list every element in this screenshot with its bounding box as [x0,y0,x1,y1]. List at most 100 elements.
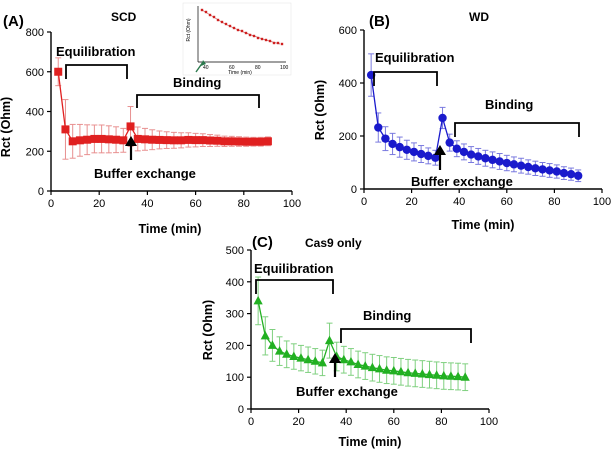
panel-b-binding-bracket [454,122,580,137]
panel-a-data-point [68,137,77,146]
panel-b-plot-area [366,53,583,183]
panel-a-equilibration-bracket [65,64,128,79]
panel-a-y-axis-label: Rct (Ohm) [0,97,13,157]
panel-b-title: WD [469,10,489,24]
panel-a-plot-area [54,57,272,160]
panel-a-buffer-exchange-label: Buffer exchange [94,166,196,181]
panel-a-arrowhead [125,136,137,146]
panel-b-data-point [566,169,576,179]
panel-b-data-point [374,123,383,132]
panel-c-data-point [346,356,356,366]
panel-c-data-point [267,340,278,349]
inset-x-label: Time (min) [228,70,252,76]
inset-data-point [268,39,272,43]
panel-c-y-axis-label: Rct (Ohm) [201,300,215,360]
panel-a-binding-label: Binding [173,75,221,90]
inset-data-point [204,10,208,14]
panel-c-data-point [439,370,449,380]
panel-b-data-point [459,147,469,157]
panel-b-data-point [516,161,526,170]
panel-b-y-tick-label: 0 [351,184,357,196]
panel-a-data-point [61,125,70,134]
panel-a-data-point [119,136,128,145]
panel-a-label: (A) [3,13,24,30]
inset-data-point [248,33,252,37]
inset-data-point [260,37,264,41]
panel-a-x-tick-label: 0 [48,198,54,210]
panel-a-data-point [213,136,222,145]
panel-a-data-point [242,137,251,146]
panel-b-x-tick-label: 100 [593,196,611,208]
panel-c-data-point [432,370,442,379]
panel-b-data-point [545,166,554,175]
inset-leader-arrowhead [201,60,206,66]
panel-a-data-point [140,135,149,144]
panel-a-x-tick-label: 80 [238,198,250,210]
inset-data-point [220,20,224,24]
inset-data-point [264,38,268,42]
panel-c-label: (C) [252,234,273,251]
panel-c-data-point [324,335,335,345]
panel-a-y-tick-label: 400 [26,107,44,119]
panel-a-data-point [169,136,178,145]
inset-x-tick-40: 40 [203,65,209,71]
panel-b-data-point [388,139,397,149]
panel-b-data-point [445,138,454,147]
panel-c-equilibration-bracket [255,279,334,294]
panel-b-data-point [538,165,547,174]
panel-b-x-tick-label: 40 [453,196,465,208]
panel-b-x-tick-label: 60 [501,196,513,208]
inset-data-point [272,41,276,45]
inset-x-tick-100: 100 [280,65,289,71]
inset-x-tick-80: 80 [255,65,261,71]
panel-c-data-point [289,351,299,361]
panel-a-data-point [220,137,229,146]
panel-a-x-tick-label: 40 [141,198,153,210]
panel-c-y-tick-label: 300 [226,309,244,321]
panel-c-data-point [282,349,292,358]
panel-b-equilibration-bracket [373,71,438,86]
panel-a-data-point [148,135,157,144]
inset-data-point [208,13,212,17]
panel-c-data-point [389,365,399,375]
panel-b-series-line [370,74,579,177]
panel-a-y-tick-label: 0 [38,186,44,198]
panel-a-data-point [133,134,142,143]
panel-b-x-axis-label: Time (min) [452,218,515,232]
panel-a-data-point [198,136,207,145]
panel-c-data-point [353,359,363,368]
panel-a-binding-bracket [136,94,260,108]
panel-a-y-tick-label: 600 [26,67,44,79]
panel-a-y-tick-label: 200 [26,146,44,158]
panel-b-x-tick-label: 0 [361,196,367,208]
panel-a-inset: Rct (Ohm) 40 60 80 100 Time (min) [182,2,292,76]
panel-c-data-point [253,295,263,305]
panel-c-x-tick-label: 80 [435,416,447,428]
panel-c-data-point [446,371,456,380]
panel-b-data-point [474,152,483,161]
inset-data-point [280,42,284,46]
panel-c-arrowhead [329,353,341,363]
panel-b-y-axis-label: Rct (Ohm) [313,80,327,140]
inset-x-tick-60: 60 [229,65,235,71]
panel-a-x-tick-label: 60 [189,198,201,210]
panel-b-data-point [495,157,504,166]
panel-a-series-line [57,71,268,143]
inset-data-point [216,18,220,22]
panel-a-axes: 0 20 40 60 80 100 0 200 400 600 800 [26,27,302,210]
panel-b-data-point [431,153,440,162]
panel-c-data-point [317,357,327,367]
panel-a-data-point [206,136,215,145]
panel-b-data-point [381,134,390,143]
panel-b-label: (B) [369,13,390,30]
inset-data-point [212,15,216,19]
panel-a-data-point [112,135,121,144]
panel-b-data-point [509,160,519,169]
panel-a-data-point [97,134,106,143]
panel-c-y-tick-label: 400 [226,277,244,289]
inset-data-point [244,31,248,35]
inset-data-point [232,26,236,30]
inset-data-point [276,41,280,45]
panel-c-data-point [303,354,313,364]
